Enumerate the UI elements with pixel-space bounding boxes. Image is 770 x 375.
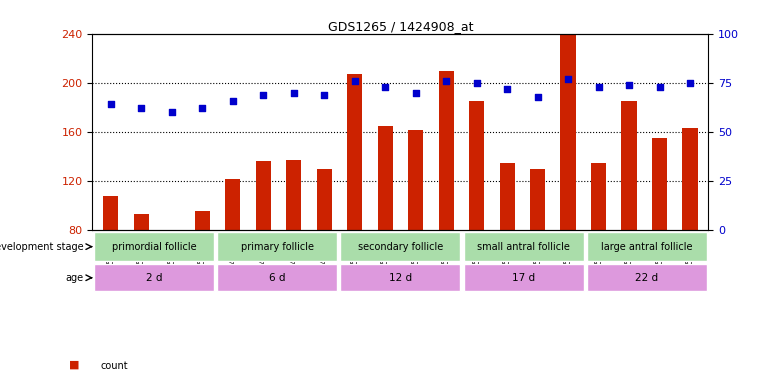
Point	[470, 80, 483, 86]
Text: secondary follicle: secondary follicle	[358, 242, 443, 252]
Text: 22 d: 22 d	[635, 273, 658, 283]
Point	[318, 92, 330, 98]
Bar	[591, 163, 606, 230]
FancyBboxPatch shape	[464, 232, 584, 261]
Point	[287, 90, 300, 96]
Point	[410, 90, 422, 96]
Point	[501, 86, 514, 92]
FancyBboxPatch shape	[340, 264, 460, 291]
Point	[196, 105, 209, 111]
Text: small antral follicle: small antral follicle	[477, 242, 570, 252]
Text: ■: ■	[69, 359, 80, 369]
Point	[379, 84, 391, 90]
FancyBboxPatch shape	[94, 264, 214, 291]
Point	[349, 78, 361, 84]
Text: development stage: development stage	[0, 242, 83, 252]
FancyBboxPatch shape	[587, 232, 707, 261]
Point	[623, 82, 635, 88]
Bar	[408, 129, 424, 230]
Point	[166, 110, 178, 116]
Point	[654, 84, 666, 90]
Point	[531, 94, 544, 100]
Bar	[286, 160, 301, 230]
Text: primordial follicle: primordial follicle	[112, 242, 196, 252]
Bar	[133, 214, 149, 230]
Text: age: age	[65, 273, 83, 283]
Bar	[469, 101, 484, 230]
Bar	[225, 178, 240, 230]
Text: 6 d: 6 d	[269, 273, 286, 283]
Text: 12 d: 12 d	[389, 273, 412, 283]
Point	[257, 92, 270, 98]
Bar	[530, 169, 545, 230]
FancyBboxPatch shape	[217, 232, 337, 261]
FancyBboxPatch shape	[587, 264, 707, 291]
Point	[440, 78, 452, 84]
Text: ■: ■	[69, 374, 80, 375]
FancyBboxPatch shape	[94, 232, 214, 261]
Bar	[561, 34, 576, 230]
Bar	[439, 70, 454, 230]
Bar	[377, 126, 393, 230]
Text: primary follicle: primary follicle	[241, 242, 313, 252]
Bar	[621, 101, 637, 230]
Point	[684, 80, 696, 86]
Point	[592, 84, 604, 90]
Title: GDS1265 / 1424908_at: GDS1265 / 1424908_at	[328, 20, 473, 33]
Text: 2 d: 2 d	[146, 273, 162, 283]
Bar	[347, 74, 362, 230]
Point	[135, 105, 147, 111]
Bar	[256, 162, 271, 230]
Text: count: count	[100, 361, 128, 371]
Bar	[500, 163, 515, 230]
Point	[105, 102, 117, 108]
Bar	[195, 211, 209, 230]
Bar	[682, 128, 698, 230]
FancyBboxPatch shape	[464, 264, 584, 291]
FancyBboxPatch shape	[340, 232, 460, 261]
Bar	[316, 169, 332, 230]
Bar	[652, 138, 668, 230]
Text: large antral follicle: large antral follicle	[601, 242, 692, 252]
FancyBboxPatch shape	[217, 264, 337, 291]
Bar	[103, 196, 119, 230]
Text: 17 d: 17 d	[512, 273, 535, 283]
Point	[226, 98, 239, 104]
Point	[562, 76, 574, 82]
